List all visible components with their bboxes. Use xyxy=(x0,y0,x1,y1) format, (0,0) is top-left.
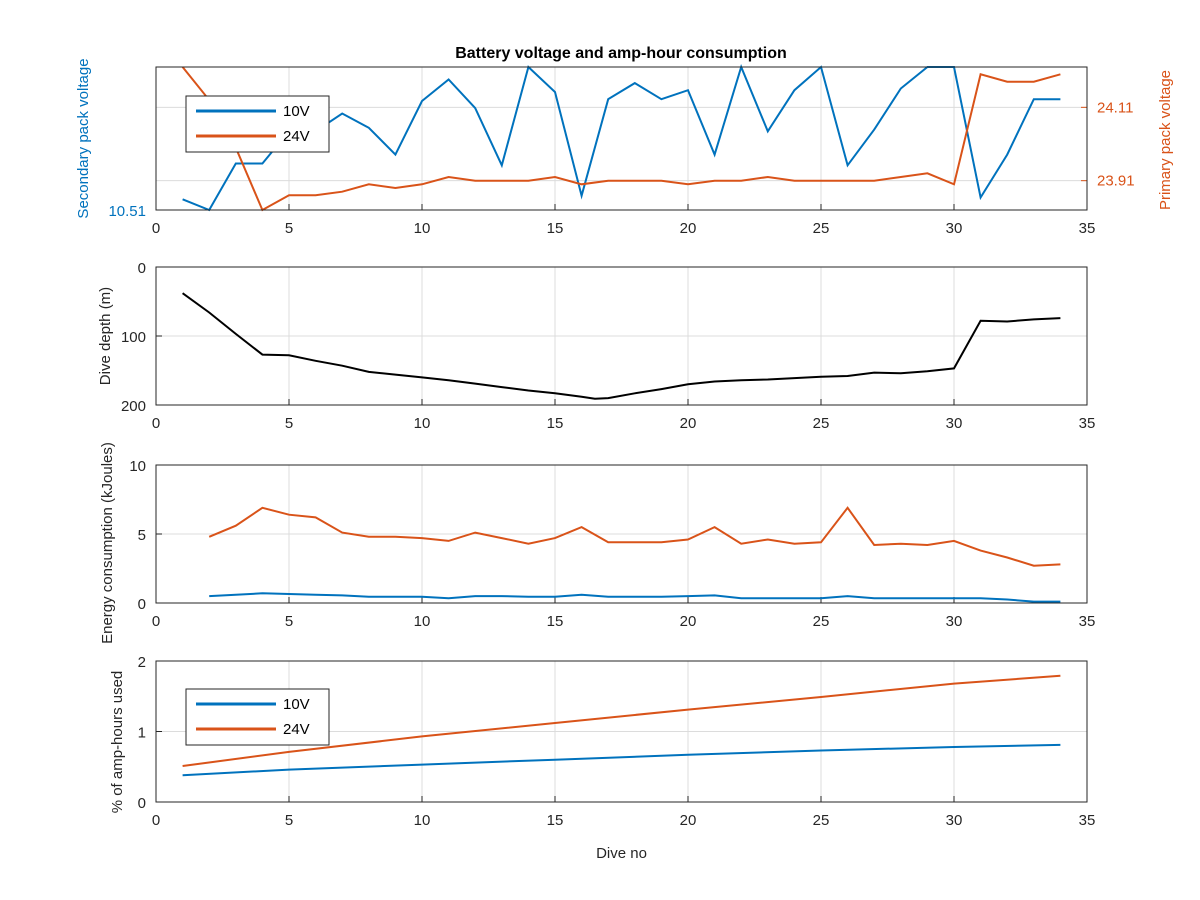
x-tick-label: 20 xyxy=(680,220,697,237)
axes-frame xyxy=(155,660,1088,803)
y-right-tick-label: 23.91 xyxy=(1097,173,1135,190)
legend-box xyxy=(185,95,330,153)
x-tick-label: 15 xyxy=(547,415,564,432)
x-tick-label: 0 xyxy=(152,613,160,630)
x-tick-label: 20 xyxy=(680,415,697,432)
x-tick-label: 15 xyxy=(547,220,564,237)
series-line-1 xyxy=(209,592,1061,603)
x-tick-label: 10 xyxy=(414,220,431,237)
x-tick-label: 35 xyxy=(1079,220,1096,237)
y-axis-label-right: Primary pack voltage xyxy=(1157,70,1174,210)
x-tick-label: 5 xyxy=(285,812,293,829)
y-right-tick-label: 24.11 xyxy=(1097,99,1133,116)
subplot-1: 0 5 10 15 20 25 30 35 23.91 24.11 10.51 Secondary p… xyxy=(75,58,1174,237)
x-tick-label: 35 xyxy=(1079,613,1096,630)
x-tick-label: 10 xyxy=(414,613,431,630)
series-line-1 xyxy=(182,292,1061,400)
series-line-24V xyxy=(181,66,1061,212)
y-tick-label: 0 xyxy=(138,260,146,277)
series-line-24V xyxy=(182,674,1061,767)
x-tick-label: 5 xyxy=(285,220,293,237)
y-tick-label: 1 xyxy=(138,725,146,742)
legend-box xyxy=(185,688,330,746)
chart-title: Battery voltage and amp-hour consumption xyxy=(455,45,787,62)
x-tick-label: 5 xyxy=(285,613,293,630)
x-tick-label: 0 xyxy=(152,220,160,237)
x-tick-label: 5 xyxy=(285,415,293,432)
x-tick-label: 15 xyxy=(547,613,564,630)
y-axis-label-left: Secondary pack voltage xyxy=(75,58,92,218)
subplot-3: 0 5 10 15 20 25 30 35 0 5 10 Energy consumption (kJ… xyxy=(99,442,1095,644)
y-tick-label: 2 xyxy=(138,654,146,671)
legend-label-10V: 10V xyxy=(283,696,310,713)
axes-frame xyxy=(155,464,1088,604)
x-tick-label: 30 xyxy=(946,220,963,237)
subplot-4: 0 5 10 15 20 25 30 35 0 1 2 % of amp-hours used Dive… xyxy=(109,654,1095,862)
x-tick-label: 10 xyxy=(414,415,431,432)
x-tick-label: 0 xyxy=(152,415,160,432)
y-tick-label: 0 xyxy=(138,795,146,812)
axes-frame xyxy=(155,66,1088,211)
legend-label-24V: 24V xyxy=(283,128,310,145)
y-tick-label: 100 xyxy=(121,329,146,346)
x-tick-label: 25 xyxy=(813,613,830,630)
x-axis-label: Dive no xyxy=(596,845,647,862)
y-tick-label: 5 xyxy=(138,527,146,544)
axes-frame xyxy=(155,266,1088,406)
x-tick-label: 20 xyxy=(680,812,697,829)
y-tick-label: 200 xyxy=(121,398,146,415)
x-tick-label: 10 xyxy=(414,812,431,829)
x-tick-label: 25 xyxy=(813,812,830,829)
y-axis-label: % of amp-hours used xyxy=(109,671,126,814)
series-line-10V xyxy=(182,743,1061,777)
x-tick-label: 0 xyxy=(152,812,160,829)
y-tick-label: 10 xyxy=(129,458,146,475)
y-left-tick-label: 10.51 xyxy=(108,203,146,220)
x-tick-label: 30 xyxy=(946,812,963,829)
subplot-2: 0 5 10 15 20 25 30 35 0 100 200 Dive depth (m) xyxy=(97,260,1095,432)
legend-label-10V: 10V xyxy=(283,103,310,120)
y-tick-label: 0 xyxy=(138,596,146,613)
y-axis-label: Dive depth (m) xyxy=(97,287,114,385)
legend-label-24V: 24V xyxy=(283,721,310,738)
x-tick-label: 25 xyxy=(813,415,830,432)
x-tick-label: 20 xyxy=(680,613,697,630)
x-tick-label: 35 xyxy=(1079,812,1096,829)
x-tick-label: 15 xyxy=(547,812,564,829)
series-line-2 xyxy=(208,506,1061,567)
x-tick-label: 35 xyxy=(1079,415,1096,432)
x-tick-label: 30 xyxy=(946,613,963,630)
y-axis-label: Energy consumption (kJoules) xyxy=(99,442,116,644)
x-tick-label: 30 xyxy=(946,415,963,432)
x-tick-label: 25 xyxy=(813,220,830,237)
